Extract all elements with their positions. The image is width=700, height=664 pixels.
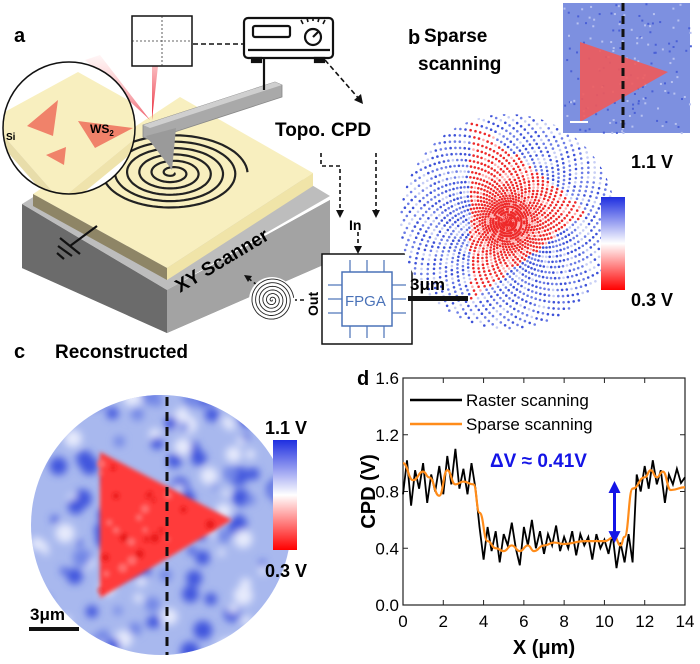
panel-c: c Reconstructed 1.1 V 0.3 V 3μm — [14, 341, 307, 655]
spiral-pattern-icon — [249, 277, 295, 323]
scale-bar-c — [29, 627, 79, 631]
scale-bar-c-label: 3μm — [30, 605, 65, 624]
legend-label: Sparse scanning — [466, 415, 593, 434]
x-tick-label: 4 — [479, 612, 488, 631]
series-line-sparse-scanning — [402, 462, 686, 553]
topo-signal-label: Topo. — [275, 120, 325, 141]
legend-label: Raster scanning — [466, 391, 589, 410]
scan-spiral-path — [101, 134, 249, 209]
colorbar-c — [273, 440, 297, 550]
panel-d: d 0 2 4 6 8 10 12 14 0.0 0.4 0.8 1.2 1.6 Raster scann… — [357, 368, 694, 659]
si-label: Si — [6, 132, 16, 143]
sparse-scan-map — [400, 114, 616, 330]
x-tick-label: 6 — [519, 612, 528, 631]
colorbar-b-min: 0.3 V — [631, 290, 673, 310]
x-axis-label: X (μm) — [513, 637, 575, 659]
ws2-flake — [27, 100, 58, 136]
fpga-chip-icon: FPGA — [321, 253, 413, 345]
ws2-flake — [78, 121, 133, 148]
ws2-flake — [46, 147, 66, 165]
y-tick-label: 0.8 — [375, 483, 399, 502]
fpga-out-label: Out — [305, 292, 321, 316]
panel-c-title: Reconstructed — [55, 342, 188, 363]
raster-scan-inset-map — [563, 3, 692, 135]
y-axis-label: CPD (V) — [358, 454, 380, 528]
panel-label-a: a — [14, 25, 26, 47]
x-tick-label: 0 — [398, 612, 407, 631]
panel-b-title-line2: scanning — [418, 54, 501, 75]
arrowhead-up — [608, 480, 621, 493]
y-tick-label: 0.0 — [375, 596, 399, 615]
x-tick-label: 2 — [439, 612, 448, 631]
cpd-signal-label: CPD — [331, 120, 371, 141]
panel-b: b Sparse scanning 1.1 V 0.3 V 3μm — [400, 3, 692, 330]
x-tick-label: 8 — [559, 612, 568, 631]
reconstructed-map — [31, 395, 291, 655]
panel-a: a — [2, 15, 413, 345]
afm-cantilever — [142, 52, 283, 170]
ws2-label: WS2 — [90, 122, 114, 138]
arrowhead-down — [608, 531, 621, 544]
panel-label-d: d — [357, 368, 369, 390]
plot-frame — [402, 377, 686, 606]
cpd-line-chart: 0 2 4 6 8 10 12 14 0.0 0.4 0.8 1.2 1.6 Raster scannin… — [358, 369, 694, 659]
fpga-in-label: In — [349, 217, 361, 233]
fpga-label: FPGA — [345, 293, 386, 310]
colorbar-b — [601, 197, 625, 290]
y-tick-label: 1.6 — [375, 369, 399, 388]
photodetector-icon — [131, 15, 262, 67]
x-tick-label: 12 — [635, 612, 654, 631]
panel-b-title-line1: Sparse — [424, 26, 487, 47]
ground-icon — [56, 225, 98, 260]
colorbar-c-min: 0.3 V — [265, 561, 307, 581]
lock-in-amplifier-icon — [242, 16, 335, 64]
panel-label-b: b — [408, 27, 420, 49]
x-tick-label: 10 — [595, 612, 614, 631]
x-tick-label: 14 — [676, 612, 695, 631]
colorbar-c-max: 1.1 V — [265, 418, 307, 438]
cpd-arrow — [324, 59, 361, 101]
sample-magnified-inset: Si WS2 — [2, 61, 136, 195]
y-tick-label: 1.2 — [375, 426, 399, 445]
scale-bar-b-label: 3μm — [410, 275, 445, 294]
colorbar-b-max: 1.1 V — [631, 152, 673, 172]
delta-v-annotation: ΔV ≈ 0.41V — [490, 451, 587, 472]
scale-bar-b — [408, 296, 468, 301]
panel-label-c: c — [14, 341, 25, 363]
y-tick-label: 0.4 — [375, 539, 399, 558]
